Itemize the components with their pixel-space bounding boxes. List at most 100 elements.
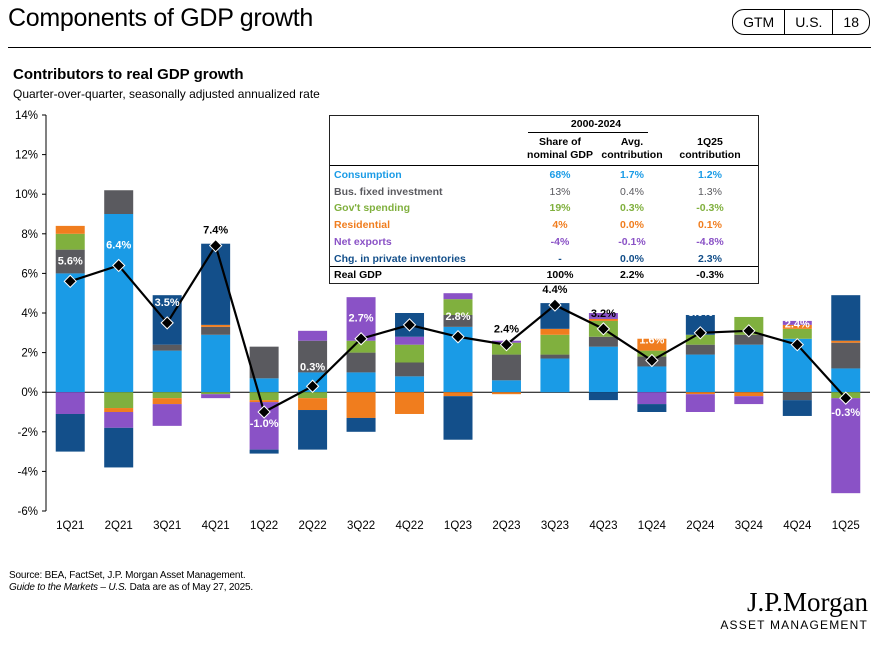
bar-segment-consumption [55, 273, 85, 393]
chart-title: Contributors to real GDP growth [13, 66, 244, 83]
real-gdp-marker [208, 238, 223, 253]
bar-segment-net_exports [831, 398, 861, 494]
bar-segment-net_exports [734, 396, 764, 405]
table-cell-quarter: 1.3% [698, 185, 722, 198]
y-tick-label: 10% [15, 189, 38, 201]
bar-segment-consumption [685, 354, 715, 393]
table-cell-share: 4% [552, 219, 568, 232]
table-header-share-line1: Share of [538, 136, 581, 148]
table-row: Residential 4% 0.0% 0.1% [330, 219, 758, 235]
table-cell-avg: -0.1% [618, 235, 646, 248]
y-tick-label: 8% [21, 229, 38, 241]
table-header-divider [330, 165, 758, 166]
bar-segment-consumption [540, 358, 570, 393]
bar-segment-inventories [588, 392, 618, 401]
bar-segment-net_exports [298, 330, 328, 341]
bar-segment-inventories [201, 243, 231, 325]
bar-segment-investment [588, 336, 618, 347]
table-header-quarter-line1: 1Q25 [697, 136, 723, 148]
header-divider [8, 47, 871, 48]
table-cell-label: Real GDP [334, 269, 382, 282]
bar-segment-govt [201, 392, 231, 395]
real-gdp-data-label: 3.0% [688, 307, 713, 319]
bar-segment-govt [540, 334, 570, 355]
bar-segment-residential [443, 392, 473, 397]
table-total-divider [330, 266, 758, 268]
table-cell-avg: 0.0% [620, 252, 644, 265]
bar-segment-consumption [491, 380, 521, 393]
table-row: Net exports -4% -0.1% -4.8% [330, 236, 758, 252]
bar-segment-investment [201, 326, 231, 335]
table-cell-share: 13% [549, 185, 571, 198]
real-gdp-data-label: 1.6% [639, 335, 664, 347]
bar-segment-investment [782, 392, 812, 401]
source-line-1: Source: BEA, FactSet, J.P. Morgan Asset … [9, 570, 246, 581]
x-tick-label: 4Q23 [589, 520, 617, 532]
table-cell-share: -4% [550, 235, 570, 248]
real-gdp-marker [63, 274, 77, 289]
table-header-share-line2: nominal GDP [527, 149, 593, 161]
real-gdp-marker [742, 324, 756, 338]
gdp-contributions-chart: -6%-4%-2%0%2%4%6%8%10%12%14%1Q21 2Q21 3Q21… [15, 110, 870, 532]
table-cell-label: Residential [334, 219, 391, 232]
real-gdp-data-label: 3.5% [155, 297, 180, 309]
bar-segment-inventories [831, 295, 861, 341]
bar-segment-consumption [734, 344, 764, 393]
bar-segment-consumption [201, 334, 231, 393]
bar-segment-residential [540, 328, 570, 335]
x-tick-label: 2Q24 [686, 520, 715, 532]
x-tick-label: 3Q21 [153, 520, 181, 532]
bar-segment-residential [831, 340, 861, 343]
table-cell-label: Net exports [334, 235, 392, 248]
x-tick-label: 1Q22 [250, 520, 278, 532]
x-tick-label: 3Q24 [735, 520, 764, 532]
real-gdp-data-label: -0.3% [831, 407, 860, 419]
table-cell-avg: 0.3% [620, 202, 644, 215]
bar-segment-investment [55, 249, 85, 274]
bar-segment-net_exports [152, 404, 182, 426]
bar-segment-consumption [104, 214, 134, 393]
real-gdp-data-label: 5.6% [58, 255, 83, 267]
real-gdp-marker [548, 298, 562, 312]
bar-segment-residential [395, 392, 425, 414]
x-tick-label: 3Q22 [347, 520, 375, 532]
y-tick-label: 2% [21, 348, 38, 360]
real-gdp-marker [354, 332, 368, 346]
real-gdp-marker [111, 258, 126, 273]
bar-segment-inventories [782, 400, 812, 416]
bar-segment-investment [540, 354, 570, 359]
table-header-quarter: 1Q25 contribution [664, 136, 756, 162]
table-row: Consumption 68% 1.7% 1.2% [330, 169, 758, 185]
real-gdp-marker [305, 379, 320, 393]
badge-region: U.S. [785, 10, 834, 34]
bar-segment-investment [831, 342, 861, 369]
bar-segment-investment [249, 346, 279, 379]
badge-gtm: GTM [733, 10, 786, 34]
bar-segment-net_exports [637, 392, 667, 405]
real-gdp-marker [160, 316, 174, 330]
table-cell-quarter: 1.2% [698, 169, 722, 181]
real-gdp-data-label: 2.4% [494, 324, 519, 336]
bar-segment-inventories [55, 413, 85, 452]
bar-segment-inventories [637, 404, 667, 412]
bar-segment-govt [104, 392, 134, 409]
bar-segment-net_exports [55, 392, 85, 414]
bar-segment-investment [685, 344, 715, 355]
table-cell-quarter: 2.3% [698, 252, 722, 265]
table-cell-quarter: -0.3% [696, 202, 724, 215]
source-publication: Guide to the Markets – U.S. [9, 582, 127, 593]
bar-segment-govt [782, 328, 812, 339]
bar-segment-net_exports [588, 313, 618, 319]
real-gdp-data-label: 3.4% [397, 299, 422, 311]
contribution-table: 2000-2024 Share of nominal GDP Avg. contri… [329, 115, 759, 284]
real-gdp-marker [839, 391, 853, 405]
table-period-header: 2000-2024 [570, 118, 622, 130]
table-header-share: Share of nominal GDP [506, 136, 614, 162]
x-tick-label: 4Q21 [202, 520, 230, 532]
bar-segment-investment [395, 362, 425, 377]
bar-segment-net_exports [395, 336, 425, 345]
x-tick-label: 1Q24 [638, 520, 667, 532]
table-cell-avg: 0.4% [620, 185, 644, 198]
bar-segment-consumption [831, 368, 861, 393]
bar-segment-residential [152, 398, 182, 405]
